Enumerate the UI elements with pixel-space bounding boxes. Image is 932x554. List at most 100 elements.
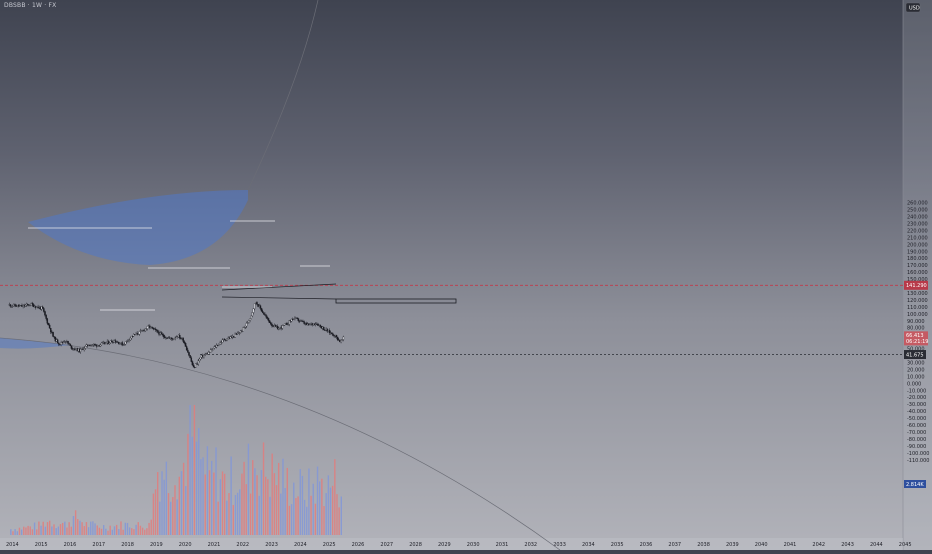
x-tick-label: 2025 — [323, 542, 336, 548]
candle-body — [192, 364, 195, 368]
volume-bar — [334, 459, 336, 535]
volume-bar — [10, 529, 12, 535]
candle — [185, 345, 188, 351]
candle — [248, 319, 250, 324]
x-tick-label: 2027 — [380, 542, 393, 548]
candle — [160, 331, 163, 335]
candle-body — [108, 342, 111, 344]
volume-bar — [111, 529, 114, 535]
volume-bar — [247, 443, 250, 535]
candle-body — [215, 345, 218, 348]
candle — [44, 310, 46, 317]
candle — [70, 345, 73, 350]
candle-body — [264, 314, 266, 316]
candle — [197, 359, 199, 366]
candle — [281, 324, 284, 330]
y-tick-label: 170.000 — [907, 263, 928, 269]
candle — [164, 334, 166, 339]
volume-bar — [103, 525, 105, 535]
candle — [335, 334, 338, 339]
volume-bar — [219, 479, 222, 535]
volume-bar — [159, 501, 161, 535]
candle — [173, 338, 175, 340]
volume-bar — [239, 489, 241, 535]
candle-body — [146, 326, 149, 329]
candle-body — [137, 333, 140, 335]
candle-body — [246, 322, 249, 324]
candle-body — [309, 323, 311, 325]
candle — [303, 320, 305, 326]
candle-body — [293, 318, 295, 320]
candle-body — [226, 338, 228, 341]
candle — [235, 332, 237, 335]
candle — [144, 328, 146, 333]
candle — [238, 332, 241, 336]
volume-tag-box — [904, 480, 926, 488]
candle — [287, 322, 289, 326]
candle-body — [260, 308, 263, 312]
candle — [291, 317, 294, 321]
candle-body — [208, 352, 211, 353]
volume-bar — [100, 528, 103, 535]
candle — [137, 333, 140, 335]
candle — [117, 341, 120, 345]
candle — [199, 356, 202, 361]
candle — [268, 320, 271, 324]
x-tick-label: 2033 — [553, 542, 566, 548]
candle — [124, 341, 127, 346]
candle — [192, 363, 195, 368]
candle — [234, 332, 236, 339]
y-tick-label: -50.000 — [907, 416, 926, 422]
candle-body — [152, 327, 155, 329]
support-tag: 41.675 — [904, 350, 926, 360]
volume-bar — [308, 468, 310, 535]
candle — [215, 343, 218, 349]
volume-bar — [262, 442, 265, 535]
candle — [240, 329, 242, 334]
countdown-label: 06:21:19 — [906, 339, 928, 345]
candle — [218, 343, 220, 347]
candle-body — [297, 318, 300, 322]
candle-body — [52, 332, 54, 337]
candle — [223, 338, 226, 341]
y-tick-label: -100.000 — [907, 451, 929, 457]
volume-bar — [133, 529, 135, 535]
volume-bar — [94, 523, 96, 535]
candle-body — [185, 346, 188, 351]
candle — [187, 347, 189, 353]
candle — [31, 301, 34, 307]
candle-body — [130, 335, 133, 339]
candle-body — [324, 329, 326, 331]
volume-bar — [92, 521, 94, 535]
x-tick-label: 2042 — [812, 542, 825, 548]
candle-body — [9, 304, 12, 307]
volume-bar — [323, 506, 325, 535]
volume-bar — [180, 471, 183, 535]
candle-body — [223, 339, 226, 341]
x-tick-label: 2035 — [611, 542, 624, 548]
volume-bar — [18, 527, 21, 535]
candle — [84, 345, 87, 350]
volume-bar — [178, 476, 180, 535]
candle-body — [53, 336, 55, 338]
volume-bar — [79, 520, 81, 535]
candle — [53, 336, 55, 339]
candle — [246, 320, 249, 324]
cup-fill-left — [0, 338, 70, 349]
volume-bar — [46, 522, 49, 535]
x-tick-label: 2018 — [121, 542, 134, 548]
candle-body — [111, 340, 113, 343]
candle-body — [341, 339, 343, 341]
candle — [342, 335, 345, 342]
y-tick-label: -60.000 — [907, 423, 926, 429]
volume-bar — [288, 505, 291, 535]
volume-bar — [297, 496, 299, 535]
candle — [146, 325, 149, 331]
candle — [210, 347, 212, 353]
volume-bar — [83, 526, 85, 535]
volume-bar — [31, 529, 34, 535]
volume-bar — [325, 493, 327, 535]
candle-body — [190, 357, 193, 362]
